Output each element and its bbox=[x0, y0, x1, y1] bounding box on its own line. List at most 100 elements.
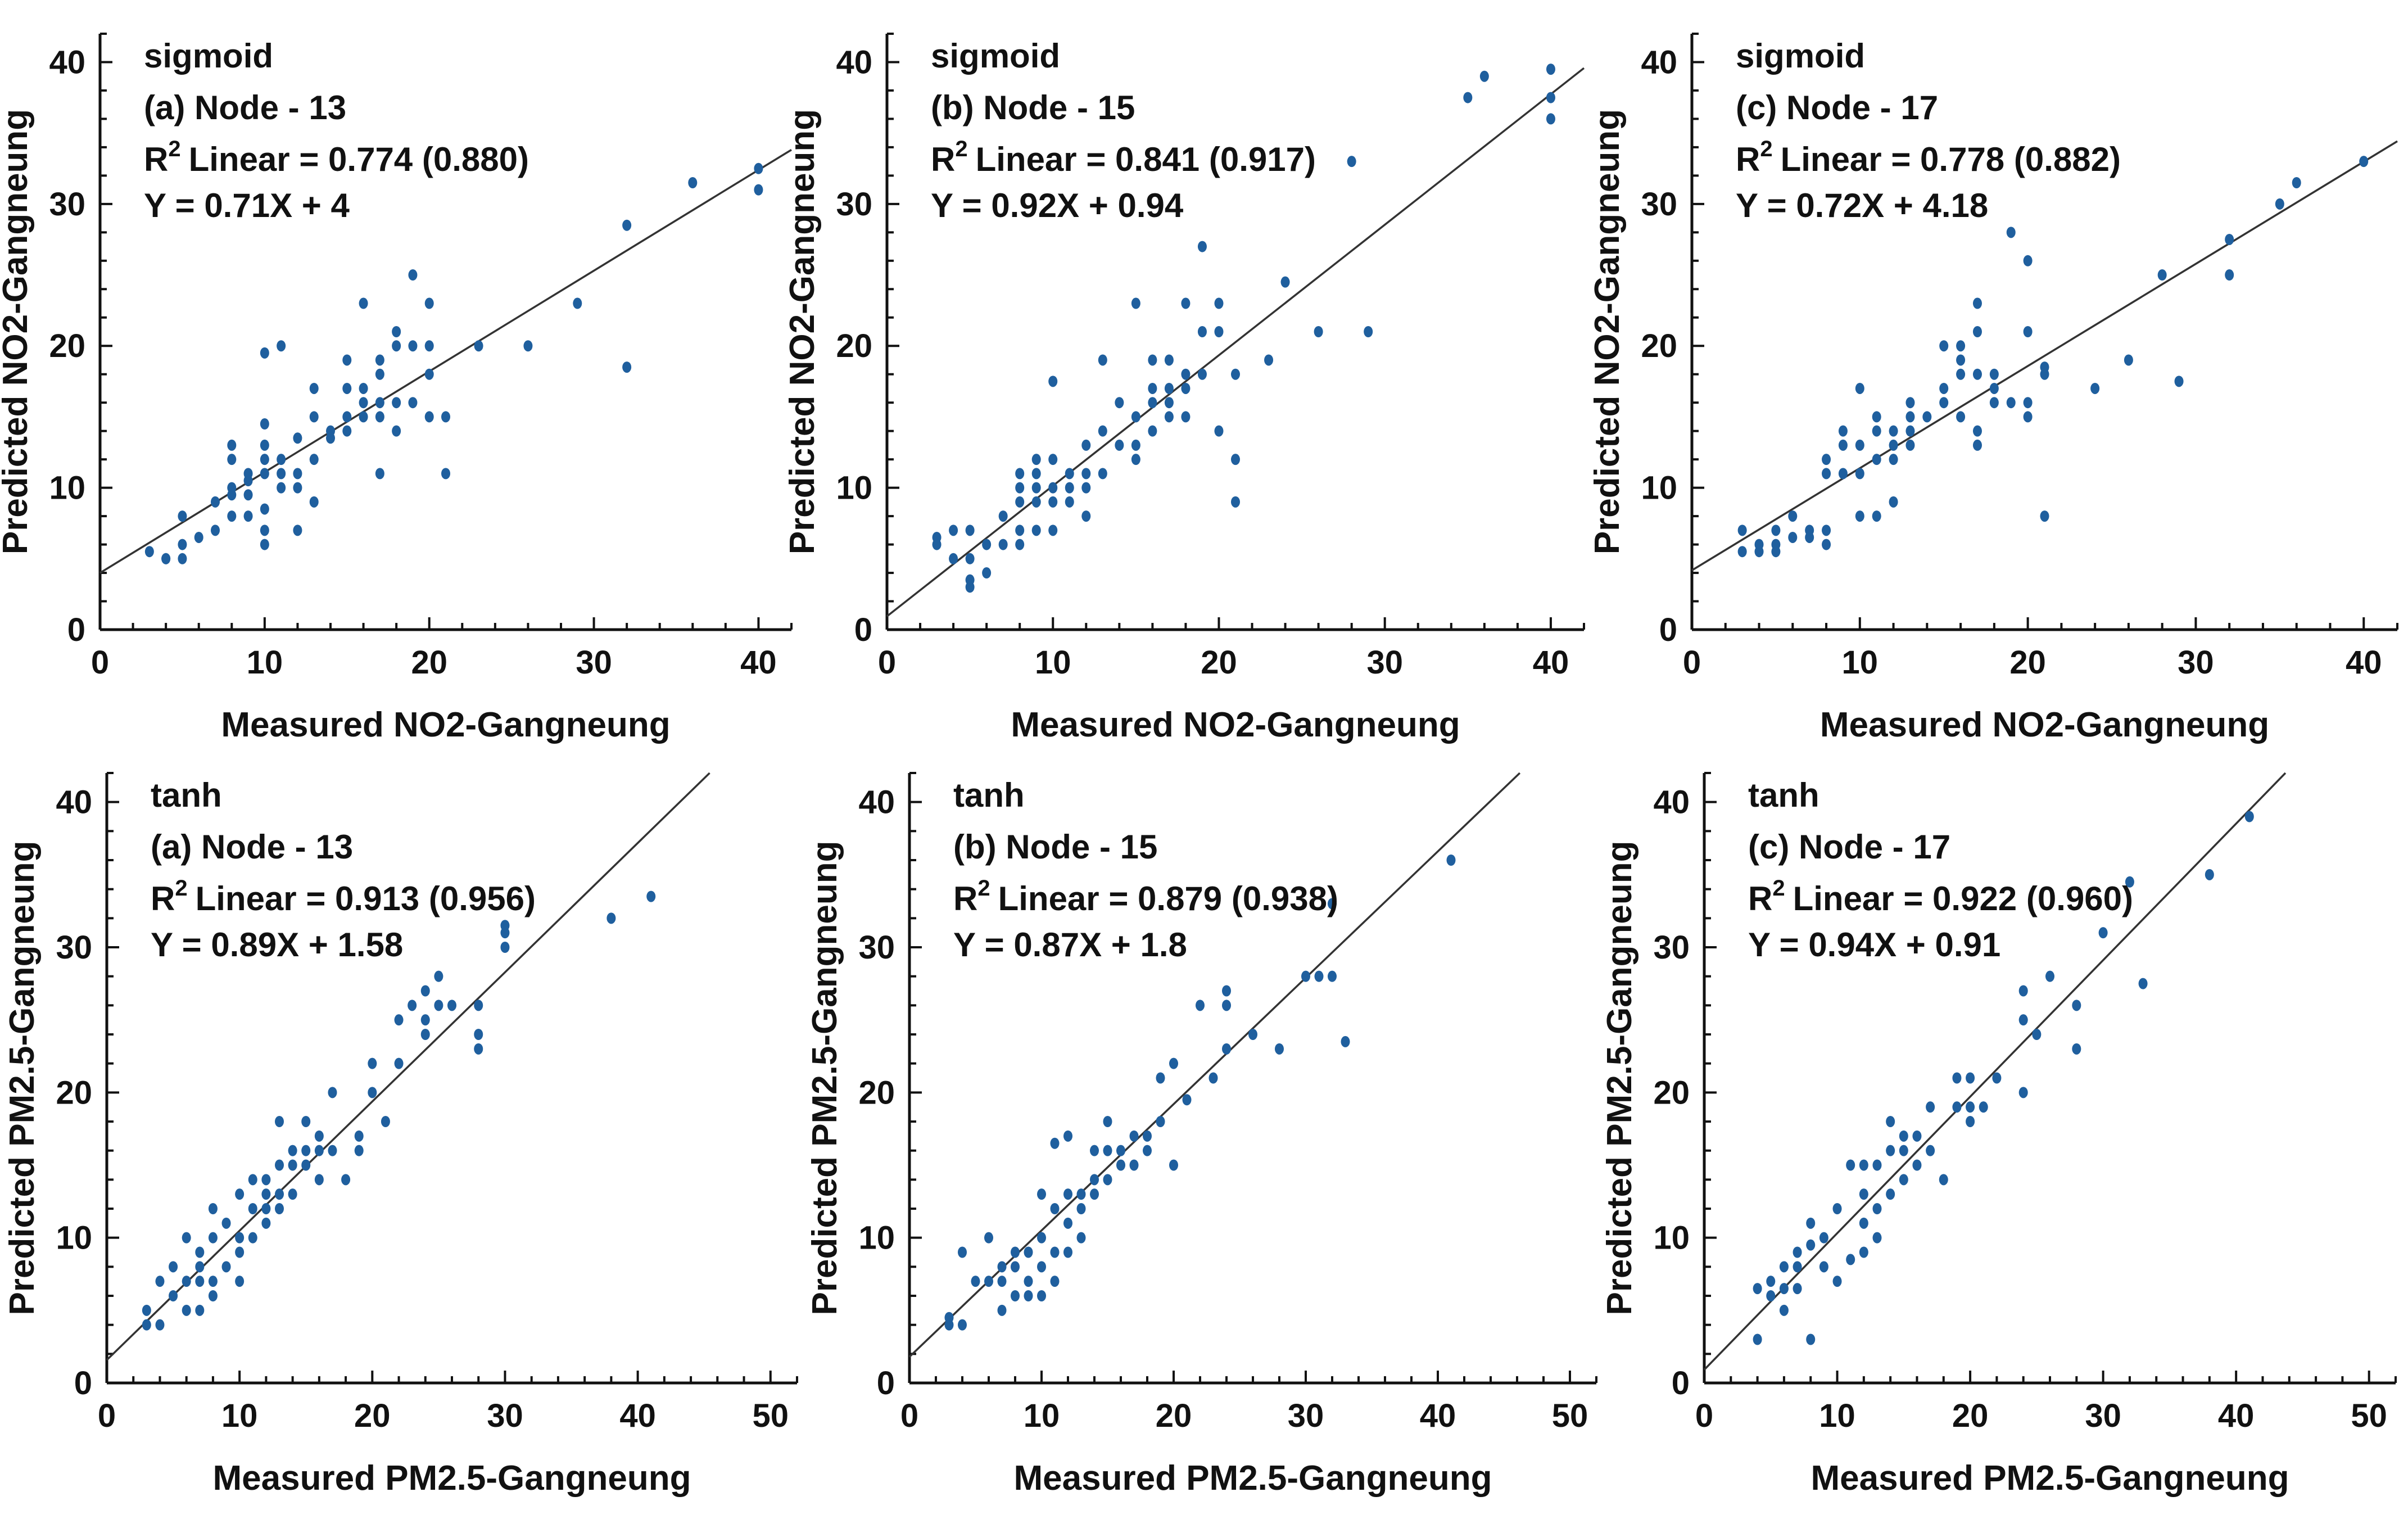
y-tick-label: 20 bbox=[836, 328, 872, 364]
data-point bbox=[1905, 425, 1915, 437]
data-point bbox=[1889, 425, 1898, 437]
data-point bbox=[1208, 1072, 1218, 1084]
data-point bbox=[155, 1319, 165, 1331]
data-point bbox=[2018, 1014, 2028, 1026]
data-point bbox=[375, 468, 384, 480]
x-tick-label: 30 bbox=[487, 1398, 523, 1434]
data-point bbox=[688, 177, 698, 188]
data-point bbox=[1115, 397, 1124, 409]
data-point bbox=[144, 546, 154, 558]
x-tick-label: 20 bbox=[1952, 1398, 1989, 1434]
data-point bbox=[2018, 1087, 2028, 1098]
r-squared-label: R2 Linear = 0.778 (0.882) bbox=[1736, 137, 2121, 178]
data-point bbox=[2045, 970, 2054, 982]
x-tick-label: 30 bbox=[2085, 1398, 2121, 1434]
data-point bbox=[958, 1246, 967, 1258]
data-point bbox=[394, 1057, 404, 1069]
data-point bbox=[474, 1029, 483, 1040]
data-point bbox=[1081, 468, 1091, 480]
data-point bbox=[965, 525, 975, 536]
data-point bbox=[1065, 496, 1074, 508]
data-point bbox=[1546, 113, 1555, 125]
x-tick-label: 10 bbox=[1819, 1398, 1855, 1434]
data-point bbox=[1314, 970, 1324, 982]
data-point bbox=[2205, 869, 2214, 880]
data-point bbox=[1766, 1290, 1776, 1301]
panel-label: (c) Node - 17 bbox=[1748, 828, 1950, 866]
data-point bbox=[243, 468, 253, 480]
data-point bbox=[342, 382, 352, 394]
data-point bbox=[1872, 1159, 1882, 1171]
data-point bbox=[447, 1000, 456, 1011]
data-point bbox=[1131, 297, 1140, 309]
regression-line bbox=[908, 772, 1521, 1358]
data-point bbox=[622, 219, 632, 231]
data-point bbox=[260, 503, 269, 515]
x-tick-label: 30 bbox=[2178, 644, 2214, 681]
data-point bbox=[288, 1159, 297, 1171]
data-point bbox=[248, 1174, 257, 1186]
data-point bbox=[261, 1217, 271, 1229]
data-point bbox=[1050, 1137, 1060, 1149]
data-point bbox=[1050, 1203, 1060, 1214]
data-point bbox=[1364, 326, 1373, 337]
data-point bbox=[1037, 1188, 1046, 1200]
data-point bbox=[2244, 811, 2254, 822]
equation-label: Y = 0.71X + 4 bbox=[144, 187, 350, 224]
data-point bbox=[375, 397, 384, 409]
data-point bbox=[328, 1087, 337, 1098]
x-tick-label: 30 bbox=[1288, 1398, 1324, 1434]
x-tick-label: 0 bbox=[878, 644, 896, 681]
data-point bbox=[227, 439, 237, 451]
data-point bbox=[211, 496, 220, 508]
data-point bbox=[1956, 354, 1966, 366]
y-tick-label: 40 bbox=[1641, 44, 1677, 80]
data-point bbox=[261, 1174, 271, 1186]
data-point bbox=[1081, 482, 1091, 494]
data-point bbox=[277, 468, 286, 480]
chart-panel-6: 0 10 20 30 40 50 0 10 20 30 40 Measured PM2.5-Gangn… bbox=[1600, 772, 2397, 1498]
data-point bbox=[1081, 439, 1091, 451]
data-point bbox=[1779, 1283, 1789, 1295]
chart-panel-3: 0 10 20 30 40 0 10 20 30 40 Measured NO2-Gangneung… bbox=[1588, 33, 2398, 744]
data-point bbox=[434, 1000, 443, 1011]
data-point bbox=[1011, 1261, 1020, 1273]
data-point bbox=[1181, 368, 1191, 380]
data-point bbox=[500, 920, 510, 932]
data-point bbox=[227, 482, 237, 494]
data-point bbox=[1264, 354, 1274, 366]
data-point bbox=[1098, 425, 1107, 437]
data-point bbox=[208, 1290, 218, 1301]
y-tick-label: 10 bbox=[49, 470, 85, 507]
activation-label: sigmoid bbox=[931, 37, 1060, 75]
x-tick-label: 40 bbox=[2346, 644, 2382, 681]
data-point bbox=[1822, 468, 1831, 480]
x-tick-label: 20 bbox=[411, 644, 447, 681]
data-point bbox=[622, 361, 632, 373]
x-tick-label: 20 bbox=[1156, 1398, 1192, 1434]
data-point bbox=[293, 432, 302, 444]
data-point bbox=[394, 1014, 404, 1026]
y-tick-label: 40 bbox=[49, 44, 85, 80]
data-point bbox=[1926, 1145, 1935, 1156]
x-axis-title: Measured NO2-Gangneung bbox=[221, 706, 670, 744]
activation-label: sigmoid bbox=[1736, 37, 1865, 75]
data-point bbox=[178, 539, 187, 550]
x-tick-label: 10 bbox=[1842, 644, 1879, 681]
data-point bbox=[1063, 1188, 1072, 1200]
data-point bbox=[1952, 1072, 1962, 1084]
data-point bbox=[2072, 1000, 2081, 1011]
data-point bbox=[408, 397, 418, 409]
y-tick-label: 30 bbox=[1653, 929, 1690, 966]
data-point bbox=[1956, 340, 1966, 352]
data-point bbox=[424, 340, 434, 352]
data-point bbox=[441, 411, 450, 423]
data-point bbox=[441, 468, 450, 480]
data-point bbox=[1314, 326, 1323, 337]
x-tick-label: 30 bbox=[576, 644, 612, 681]
data-point bbox=[754, 162, 763, 174]
data-point bbox=[1905, 411, 1915, 423]
x-tick-label: 0 bbox=[900, 1398, 918, 1434]
data-point bbox=[1037, 1261, 1046, 1273]
